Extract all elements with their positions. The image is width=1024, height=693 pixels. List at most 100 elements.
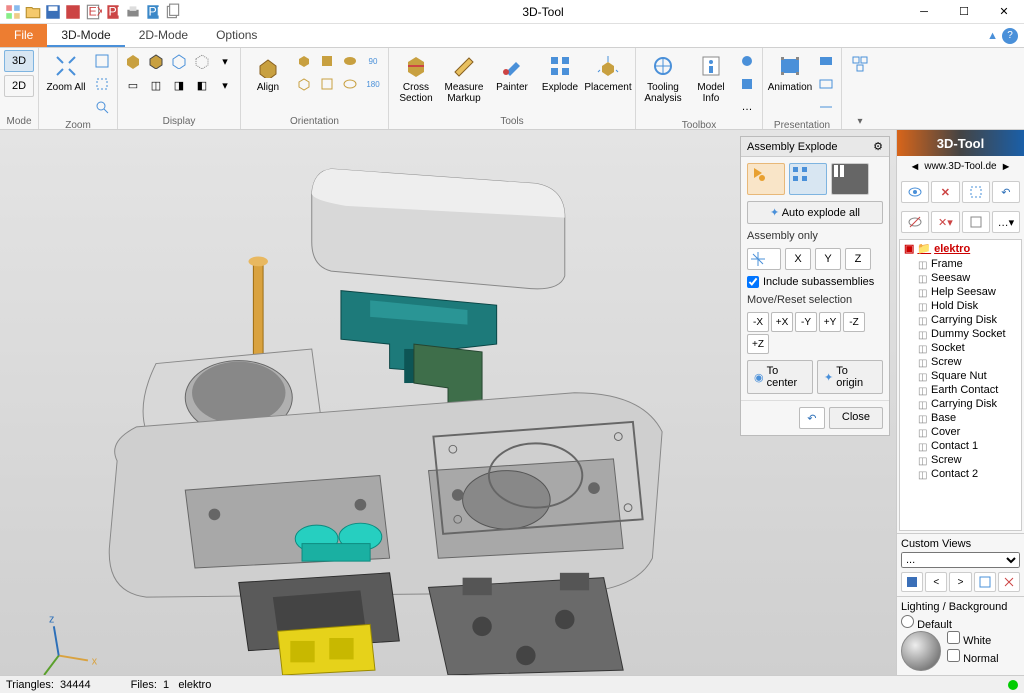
display-extra1-button[interactable]: ▾ <box>214 50 236 72</box>
cross-section-button[interactable]: Cross Section <box>393 50 439 106</box>
zoom-fit-button[interactable] <box>91 50 113 72</box>
close-panel-button[interactable]: Close <box>829 407 883 429</box>
animation-button[interactable]: Animation <box>767 50 813 95</box>
align-button[interactable]: Align <box>245 50 291 95</box>
display-extra2-button[interactable]: ▾ <box>214 74 236 96</box>
presentation-extra3-button[interactable] <box>815 96 837 118</box>
sb-more-button[interactable]: …▾ <box>992 211 1020 233</box>
copy-icon[interactable] <box>164 3 182 21</box>
custom-views-select[interactable]: ... <box>901 552 1020 568</box>
sb-show-button[interactable] <box>901 181 929 203</box>
move-pos-x-button[interactable]: +X <box>771 312 793 332</box>
app-icon[interactable] <box>4 3 22 21</box>
tree-expand-icon[interactable]: ▣ <box>904 242 914 255</box>
presentation-extra1-button[interactable] <box>815 50 837 72</box>
cv-save-button[interactable] <box>901 572 923 592</box>
default-radio[interactable]: Default <box>901 615 952 631</box>
view-side-button[interactable] <box>316 73 338 95</box>
export-png-icon[interactable]: PNG <box>144 3 162 21</box>
view-front-button[interactable] <box>316 50 338 72</box>
print-icon[interactable] <box>124 3 142 21</box>
collapse-ribbon-icon[interactable]: ▲ <box>987 30 998 42</box>
tree-item[interactable]: Frame <box>900 257 1021 271</box>
tree-item[interactable]: Help Seesaw <box>900 285 1021 299</box>
brand-prev-icon[interactable]: ◄ <box>909 161 920 173</box>
minimize-button[interactable]: ─ <box>904 0 944 24</box>
tab-3d-mode[interactable]: 3D-Mode <box>47 24 124 47</box>
sb-delete-button[interactable]: ✕ <box>931 181 959 203</box>
view-top-button[interactable] <box>339 50 361 72</box>
auto-explode-all-button[interactable]: ✦ Auto explode all <box>747 201 883 224</box>
measure-markup-button[interactable]: Measure Markup <box>441 50 487 106</box>
model-tree[interactable]: ▣ 📁 elektro FrameSeesawHelp SeesawHold D… <box>899 239 1022 531</box>
explode-pause-button[interactable] <box>831 163 869 195</box>
export-pdf-icon[interactable]: PDF <box>104 3 122 21</box>
tooling-analysis-button[interactable]: Tooling Analysis <box>640 50 686 106</box>
close-button[interactable]: ✕ <box>984 0 1024 24</box>
ribbon-expand-button[interactable]: ▾ <box>846 114 874 127</box>
maximize-button[interactable]: ☐ <box>944 0 984 24</box>
cv-delete-button[interactable] <box>998 572 1020 592</box>
display-shaded-edges-button[interactable] <box>145 50 167 72</box>
toolbox-more-button[interactable]: … <box>736 96 758 118</box>
mode-3d-button[interactable]: 3D <box>4 50 34 72</box>
display-btn3[interactable]: ◨ <box>168 74 190 96</box>
display-btn4[interactable]: ◧ <box>191 74 213 96</box>
panel-title-bar[interactable]: Assembly Explode ⚙ <box>741 137 889 157</box>
tree-item[interactable]: Base <box>900 411 1021 425</box>
axis-y-button[interactable]: Y <box>815 248 841 270</box>
open-icon[interactable] <box>24 3 42 21</box>
zoom-all-button[interactable]: Zoom All <box>43 50 89 95</box>
cv-manage-button[interactable] <box>974 572 996 592</box>
cv-prev-button[interactable]: < <box>925 572 947 592</box>
save-icon[interactable] <box>44 3 62 21</box>
brand-next-icon[interactable]: ► <box>1001 161 1012 173</box>
viewport-3d[interactable]: x y z Assembly Explode ⚙ ✦ Auto explode … <box>0 130 896 675</box>
to-center-button[interactable]: ◉To center <box>747 360 813 394</box>
view-iso2-button[interactable] <box>293 73 315 95</box>
view-bottom-button[interactable] <box>339 73 361 95</box>
tree-item[interactable]: Square Nut <box>900 369 1021 383</box>
tree-item[interactable]: Seesaw <box>900 271 1021 285</box>
model-info-button[interactable]: Model Info <box>688 50 734 106</box>
tree-item[interactable]: Carrying Disk <box>900 397 1021 411</box>
move-pos-y-button[interactable]: +Y <box>819 312 841 332</box>
tree-item[interactable]: Contact 1 <box>900 439 1021 453</box>
move-neg-z-button[interactable]: -Z <box>843 312 865 332</box>
export-exe-icon[interactable]: EXE <box>84 3 102 21</box>
normal-checkbox[interactable]: Normal <box>947 649 999 665</box>
tree-item[interactable]: Contact 2 <box>900 467 1021 481</box>
help-icon[interactable]: ? <box>1002 28 1018 44</box>
explode-mode-auto-button[interactable] <box>747 163 785 195</box>
tree-item[interactable]: Dummy Socket <box>900 327 1021 341</box>
tree-item[interactable]: Carrying Disk <box>900 313 1021 327</box>
undo-button[interactable]: ↶ <box>799 407 825 429</box>
perspective-button[interactable]: ▭ <box>122 74 144 96</box>
zoom-window-button[interactable] <box>91 73 113 95</box>
mode-2d-button[interactable]: 2D <box>4 75 34 97</box>
presentation-extra2-button[interactable] <box>815 73 837 95</box>
rotate-180-button[interactable]: 180 <box>362 73 384 95</box>
display-hidden-button[interactable] <box>191 50 213 72</box>
panel-settings-icon[interactable]: ⚙ <box>873 140 883 153</box>
explode-button[interactable]: Explode <box>537 50 583 95</box>
white-checkbox[interactable]: White <box>947 631 999 647</box>
tree-item[interactable]: Cover <box>900 425 1021 439</box>
tab-2d-mode[interactable]: 2D-Mode <box>125 24 202 47</box>
tree-item[interactable]: Socket <box>900 341 1021 355</box>
tree-item[interactable]: Hold Disk <box>900 299 1021 313</box>
display-wire-button[interactable] <box>168 50 190 72</box>
tree-item[interactable]: Screw <box>900 355 1021 369</box>
tree-item[interactable]: Screw <box>900 453 1021 467</box>
toolbox-extra2-button[interactable] <box>736 73 758 95</box>
move-pos-z-button[interactable]: +Z <box>747 334 769 354</box>
brand-url[interactable]: www.3D-Tool.de <box>924 158 996 175</box>
axis-x-button[interactable]: X <box>785 248 811 270</box>
to-origin-button[interactable]: ✦To origin <box>817 360 883 394</box>
axis-z-button[interactable]: Z <box>845 248 871 270</box>
tree-item[interactable]: Earth Contact <box>900 383 1021 397</box>
placement-button[interactable]: Placement <box>585 50 631 95</box>
tab-options[interactable]: Options <box>202 24 271 47</box>
sb-undo-button[interactable]: ↶ <box>992 181 1020 203</box>
toolbox-extra1-button[interactable] <box>736 50 758 72</box>
